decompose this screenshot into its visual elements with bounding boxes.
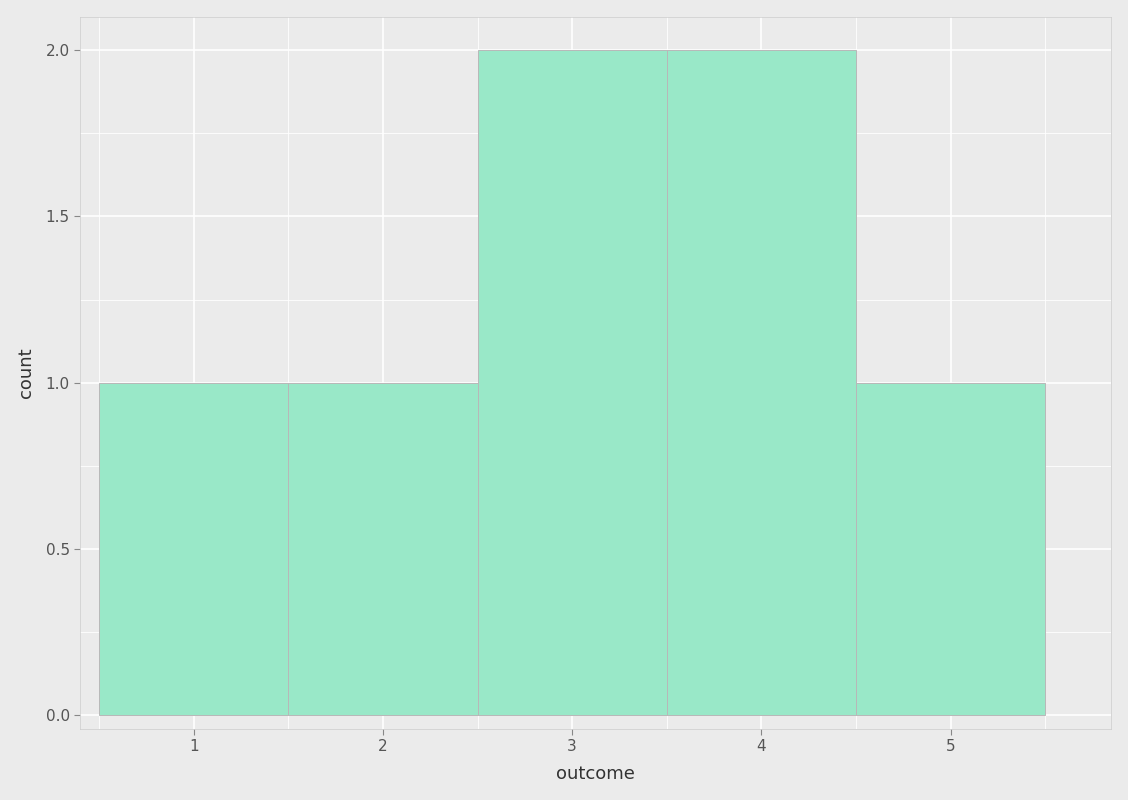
Bar: [99, 382, 289, 715]
Bar: [856, 382, 1046, 715]
Bar: [477, 50, 667, 715]
Bar: [289, 382, 477, 715]
X-axis label: outcome: outcome: [556, 766, 635, 783]
Bar: [667, 50, 856, 715]
Y-axis label: count: count: [17, 347, 35, 398]
